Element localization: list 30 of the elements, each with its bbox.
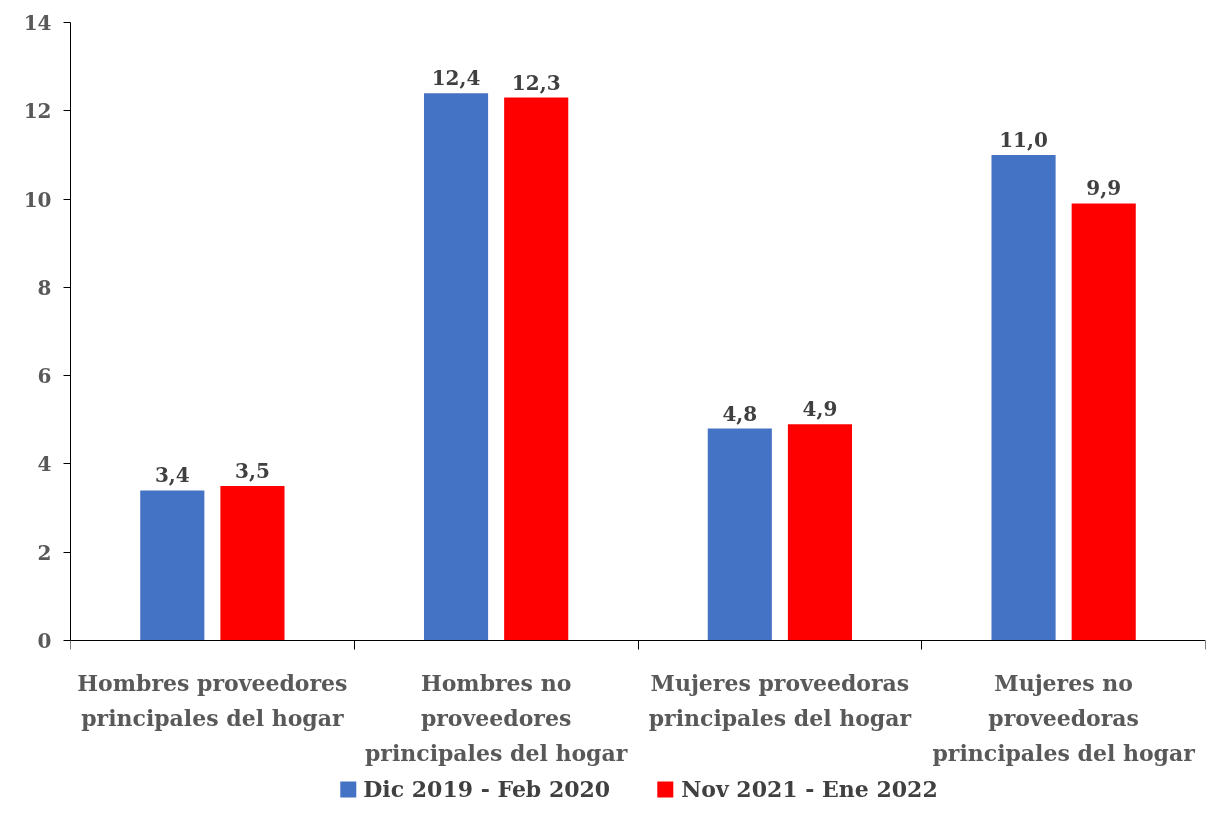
data-label: 9,9 <box>1086 176 1122 201</box>
data-label: 12,4 <box>431 66 481 91</box>
data-label: 3,5 <box>235 459 270 483</box>
bar <box>991 154 1056 641</box>
x-tick-label: Mujeres no proveedoras principales del hogar <box>932 669 1196 766</box>
bar <box>504 97 569 641</box>
y-tick-label: 4 <box>37 452 52 477</box>
bar <box>140 490 205 641</box>
x-tick-label: Mujeres proveedoras principales del hogar <box>648 669 912 731</box>
bar <box>423 93 489 641</box>
data-label: 12,3 <box>511 70 561 95</box>
y-tick-label: 12 <box>23 99 52 124</box>
y-tick-label: 0 <box>37 629 52 653</box>
legend-label: Nov 2021 - Ene 2022 <box>681 776 938 802</box>
x-tick-label: Hombres proveedores principales del hogar <box>77 669 348 731</box>
data-label: 3,4 <box>154 463 190 488</box>
y-tick-label: 6 <box>37 364 52 389</box>
data-label: 11,0 <box>999 127 1048 152</box>
y-tick-label: 8 <box>37 275 52 300</box>
bar <box>787 424 853 641</box>
bar <box>707 428 772 641</box>
x-tick-label: Hombres no proveedores principales del hogar <box>364 669 628 766</box>
y-tick-label: 2 <box>37 540 52 565</box>
y-tick-label: 14 <box>23 11 52 35</box>
y-tick-label: 10 <box>23 187 52 212</box>
bar <box>1071 203 1136 641</box>
data-label: 4,9 <box>802 397 838 422</box>
data-label: 4,8 <box>722 401 758 426</box>
legend-label: Dic 2019 - Feb 2020 <box>363 776 611 802</box>
bar <box>220 486 285 641</box>
